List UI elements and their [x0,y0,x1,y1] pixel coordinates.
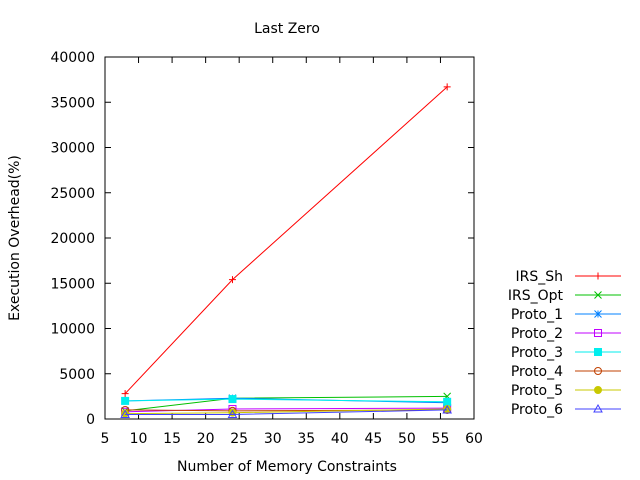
legend-item-irs-opt: IRS_Opt [508,288,621,304]
axis-ticks: 5 10 15 20 25 30 35 40 45 50 55 60 0 5000 10000 15000 20… [50,50,482,447]
x-tick-label: 55 [432,431,450,447]
plot-frame [104,56,475,420]
series-proto-6 [120,404,453,418]
legend-marker [594,348,602,356]
x-tick-label: 50 [398,431,416,447]
y-tick-label: 0 [86,412,95,428]
data-point-irs-sh [121,390,129,398]
legend-item-proto-5: Proto_5 [511,383,621,399]
x-tick-label: 20 [197,431,215,447]
y-tick-label: 20000 [50,231,95,247]
data-point-proto-6 [120,409,130,418]
data-point-irs-sh [228,276,236,284]
data-point-proto-3 [228,395,237,404]
series-line-irs-sh [124,86,448,395]
x-tick-label: 60 [465,431,483,447]
x-tick-label: 10 [130,431,148,447]
data-point-proto-6 [227,409,238,418]
x-tick-label: 40 [331,431,349,447]
legend-marker [594,291,602,299]
legend-label: Proto_6 [511,402,563,418]
legend-item-irs-sh: IRS_Sh [515,269,621,285]
legend-marker [593,403,603,413]
y-tick-label: 25000 [50,186,95,202]
x-axis-label: Number of Memory Constraints [177,459,397,475]
y-tick-label: 15000 [50,276,95,292]
data-point-proto-3 [443,397,452,406]
legend: IRS_Sh IRS_Opt Proto_1 Proto_2 Proto_3 Proto_… [508,269,621,418]
y-axis-label: Execution Overhead(%) [7,155,23,321]
data-point-proto-3 [121,396,130,405]
legend-item-proto-4: Proto_4 [511,364,621,380]
data-point-proto-6 [442,404,453,414]
legend-marker [594,329,602,337]
legend-item-proto-6: Proto_6 [511,402,621,418]
legend-label: IRS_Opt [508,288,564,304]
x-tick-label: 25 [230,431,248,447]
series-irs-sh [121,83,451,398]
y-tick-label: 10000 [50,322,95,338]
legend-label: Proto_4 [511,364,563,380]
legend-label: Proto_1 [511,307,563,323]
x-tick-label: 15 [163,431,181,447]
legend-label: Proto_5 [511,383,563,399]
y-tick-label: 40000 [50,50,95,66]
y-tick-label: 5000 [59,367,95,383]
legend-item-proto-3: Proto_3 [511,345,621,361]
series-lines [120,83,453,418]
legend-item-proto-1: Proto_1 [511,307,621,323]
series-line-proto-6 [125,409,448,415]
data-point-irs-sh [443,83,451,91]
legend-item-proto-2: Proto_2 [511,326,621,342]
legend-marker [594,386,602,394]
legend-marker [594,367,602,375]
x-tick-label: 35 [297,431,315,447]
x-tick-label: 45 [364,431,382,447]
legend-marker [594,310,602,318]
y-tick-label: 35000 [50,95,95,111]
legend-marker [594,272,602,280]
chart-title: Last Zero [254,21,320,37]
y-tick-label: 30000 [50,141,95,157]
legend-label: Proto_2 [511,326,563,342]
x-tick-label: 30 [264,431,282,447]
legend-label: IRS_Sh [515,269,563,285]
x-tick-label: 5 [101,431,110,447]
legend-label: Proto_3 [511,345,563,361]
